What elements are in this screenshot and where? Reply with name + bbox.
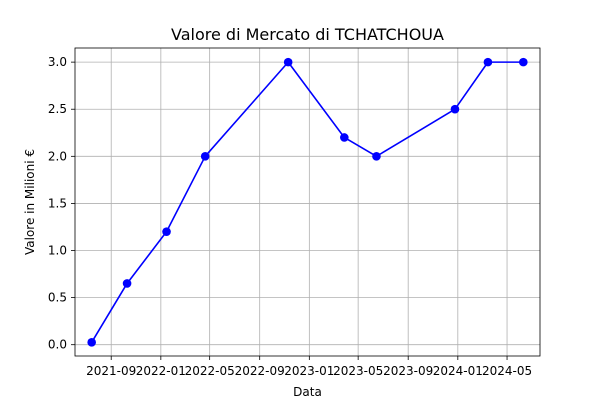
x-tick-label: 2023-01 <box>284 364 334 378</box>
y-tick-label: 1.0 <box>48 244 67 258</box>
y-tick-label: 2.0 <box>48 149 67 163</box>
data-point <box>340 133 349 142</box>
data-point <box>283 57 293 67</box>
data-point <box>372 152 381 161</box>
data-point <box>162 227 171 236</box>
x-tick-label: 2024-01 <box>433 364 483 378</box>
plot-area-frame <box>74 47 541 357</box>
x-tick-label: 2022-05 <box>185 364 235 378</box>
data-point <box>519 57 528 67</box>
x-tick-label: 2023-05 <box>333 364 383 378</box>
grid <box>75 48 540 356</box>
x-tick-label: 2022-09 <box>235 364 285 378</box>
y-axis: 0.0 0.5 1.0 1.5 2.0 2.5 3.0 <box>48 55 75 352</box>
x-tick-label: 2021-09 <box>86 364 136 378</box>
x-tick-label: 2022-01 <box>136 364 186 378</box>
x-axis-title: Data <box>293 385 322 399</box>
y-axis-title: Valore in Milioni € <box>23 149 37 255</box>
data-point <box>122 279 132 288</box>
x-tick-label: 2024-05 <box>482 364 532 378</box>
y-tick-label: 2.5 <box>48 102 67 116</box>
data-point <box>450 104 460 114</box>
y-tick-label: 3.0 <box>48 55 67 69</box>
chart-title: Valore di Mercato di TCHATCHOUA <box>171 25 444 44</box>
data-point <box>483 57 493 67</box>
series-group <box>87 57 528 347</box>
y-tick-label: 0.5 <box>48 291 67 305</box>
data-point <box>87 338 96 347</box>
data-point <box>200 152 210 161</box>
series-line <box>90 61 524 343</box>
y-tick-label: 1.5 <box>48 196 67 210</box>
y-tick-label: 0.0 <box>48 338 67 352</box>
x-tick-label: 2023-09 <box>383 364 433 378</box>
